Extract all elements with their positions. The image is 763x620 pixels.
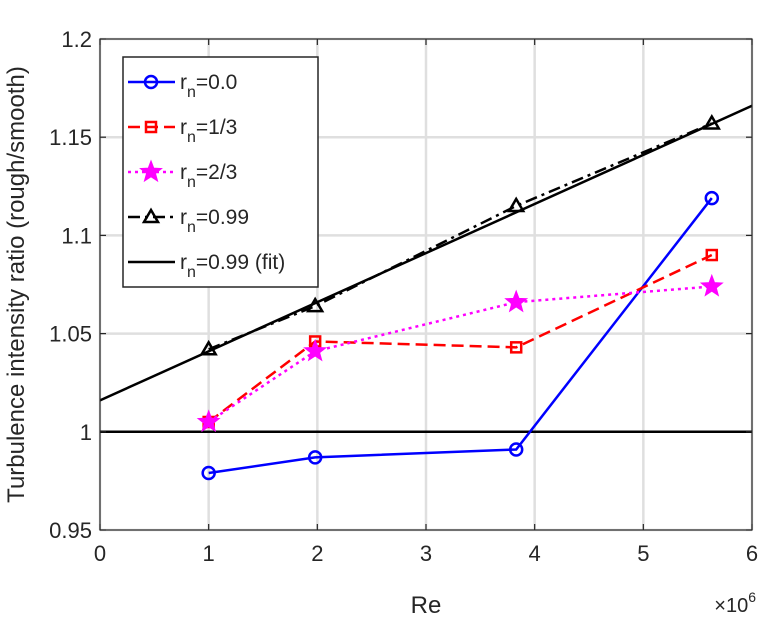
y-tick-label: 1: [80, 420, 92, 445]
series-3: [199, 113, 721, 356]
legend-label: rn=2/3: [180, 161, 237, 191]
data-point: [305, 296, 325, 313]
legend: rn=0.0 rn=1/3 rn=2/3 rn=0.99 rn=0.99 (fit): [122, 56, 319, 288]
legend-label: rn=0.0: [180, 71, 237, 101]
data-point: [507, 196, 526, 213]
legend-label: rn=0.99: [180, 206, 249, 236]
y-axis-label: Turbulence intensity ratio (rough/smooth…: [3, 66, 30, 503]
y-tick-label: 1.15: [49, 125, 92, 150]
series-line: [208, 122, 713, 351]
y-tick-label: 1.05: [49, 322, 92, 347]
x-axis-multiplier: ×106: [714, 589, 756, 617]
x-tick-label: 4: [529, 541, 541, 566]
x-tick-label: 5: [637, 541, 649, 566]
data-point: [704, 190, 720, 206]
y-tick-label: 1.2: [61, 27, 92, 52]
legend-swatch-marker: [141, 207, 161, 224]
legend-label: rn=0.99 (fit): [180, 251, 285, 281]
data-point: [199, 339, 218, 356]
data-point: [201, 465, 216, 481]
legend-swatch-marker: [139, 159, 163, 183]
y-tick-label: 1.1: [61, 223, 92, 248]
legend-item: rn=1/3: [128, 116, 237, 146]
series-line: [207, 285, 712, 424]
x-axis-multiplier-base: ×10: [714, 595, 748, 617]
series-0: [201, 190, 720, 481]
legend-item: rn=0.99: [128, 206, 249, 236]
series-layer: [99, 104, 753, 481]
legend-item: rn=0.0: [128, 71, 237, 101]
data-point: [509, 341, 523, 354]
data-point: [702, 113, 721, 130]
series-line: [208, 197, 713, 475]
x-axis-label: Re: [411, 592, 442, 619]
x-axis-ticks: 0 1 2 3 4 5 6: [94, 39, 758, 566]
series-4: [99, 104, 753, 402]
series-2: [196, 273, 724, 433]
legend-swatch-marker: [143, 74, 159, 90]
x-tick-label: 2: [311, 541, 323, 566]
y-tick-label: 0.95: [49, 518, 92, 543]
data-point: [705, 248, 719, 262]
x-axis-multiplier-exponent: 6: [748, 589, 756, 605]
series-line: [99, 104, 753, 402]
data-point: [196, 409, 221, 433]
data-point: [504, 289, 529, 313]
data-point: [307, 450, 323, 465]
series-line: [207, 253, 713, 423]
x-tick-label: 0: [94, 541, 106, 566]
legend-label: rn=1/3: [180, 116, 237, 146]
data-point: [508, 442, 524, 457]
legend-item: rn=0.99 (fit): [128, 251, 285, 281]
legend-item: rn=2/3: [128, 159, 237, 191]
x-tick-label: 1: [203, 541, 215, 566]
x-tick-label: 6: [746, 541, 758, 566]
x-tick-label: 3: [420, 541, 432, 566]
y-axis-ticks: 0.95 1 1.05 1.1 1.15 1.2: [49, 27, 752, 543]
data-point: [699, 273, 724, 297]
legend-swatch-marker: [144, 120, 158, 134]
data-point: [303, 338, 328, 362]
